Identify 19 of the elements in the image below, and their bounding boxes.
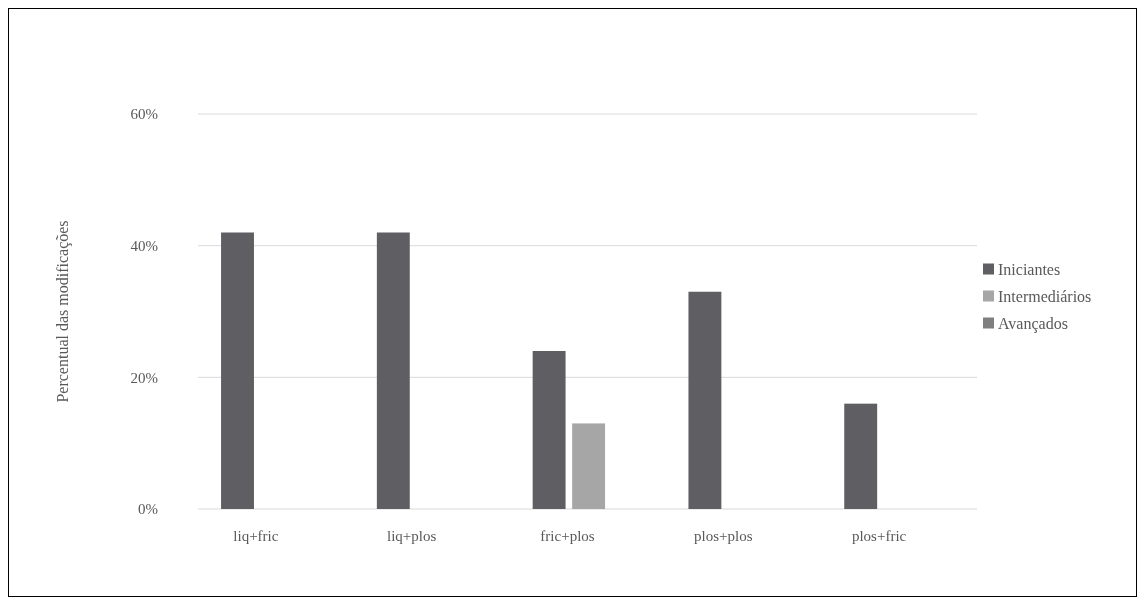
bar: [376, 232, 410, 509]
y-tick-label: 20%: [130, 369, 158, 386]
y-tick-label: 0%: [138, 501, 158, 518]
x-tick-label: liq+plos: [387, 528, 437, 544]
x-tick-label: plos+fric: [851, 528, 907, 544]
bar: [572, 423, 606, 509]
x-tick-label: fric+plos: [540, 528, 595, 544]
legend-label: Avançados: [998, 315, 1068, 334]
bar: [532, 351, 566, 509]
y-tick-label: 40%: [130, 237, 158, 254]
y-axis-title: Percentual das modificações: [54, 220, 72, 403]
y-tick-label: 60%: [130, 106, 158, 123]
bar: [688, 291, 722, 509]
x-tick-label: plos+plos: [694, 528, 753, 544]
bar: [221, 232, 254, 509]
x-tick-label: liq+fric: [233, 528, 279, 544]
legend-label: Intermediários: [998, 288, 1092, 306]
legend-label: Iniciantes: [998, 261, 1061, 279]
bar: [844, 403, 878, 509]
